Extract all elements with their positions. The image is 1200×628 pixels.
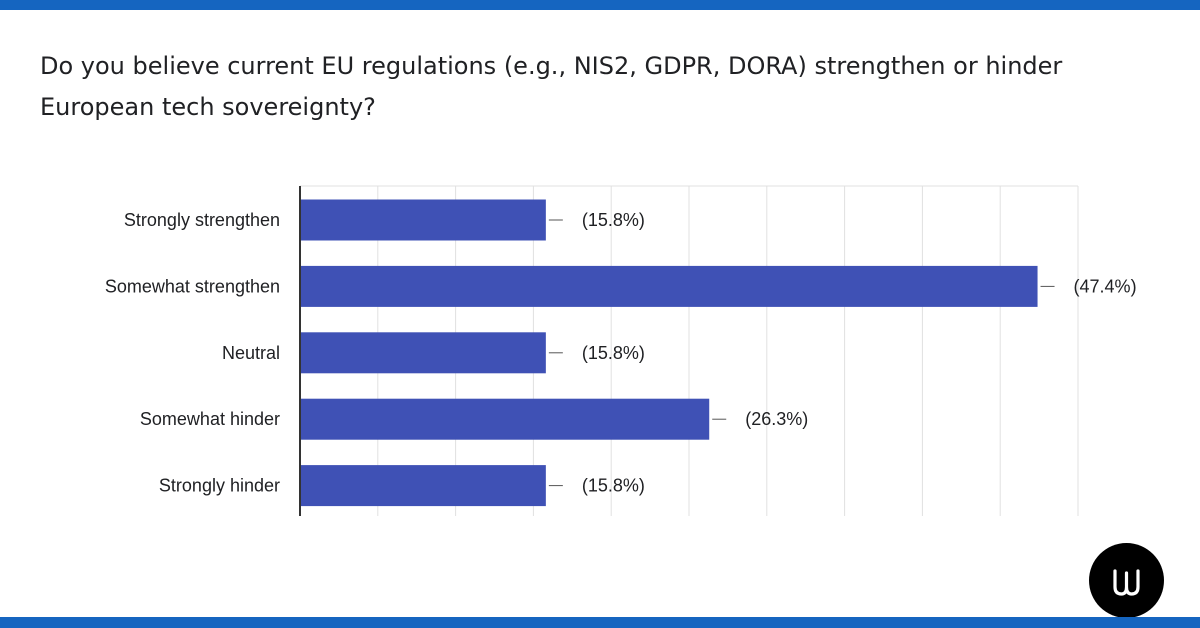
chart-data-labels: (15.8%) (47.4%) (15.8%) (26.3%) (15.8%) [582,210,1137,496]
bar-4 [300,465,546,507]
bar-0 [300,199,546,241]
data-label: (47.4%) [1074,276,1137,296]
chart-value-ticks [548,219,1055,487]
data-label: (15.8%) [582,476,645,496]
chart-bars [300,199,1038,507]
data-label: (26.3%) [745,409,808,429]
w-logo-glyph [1113,569,1140,596]
bar-2 [300,332,546,374]
data-label: (15.8%) [582,343,645,363]
bar-1 [300,265,1038,307]
category-label: Neutral [222,343,280,363]
data-label: (15.8%) [582,210,645,230]
w-logo-icon [1089,543,1164,618]
category-label: Somewhat strengthen [105,276,280,296]
bottom-accent-band [0,617,1200,628]
category-label: Somewhat hinder [140,409,280,429]
chart-gridlines [300,185,1079,516]
top-accent-band [0,0,1200,10]
category-label: Strongly hinder [159,476,280,496]
question-title: Do you believe current EU regulations (e… [40,52,1063,121]
category-label: Strongly strengthen [124,210,280,230]
bar-3 [300,398,710,440]
chart-category-labels: Strongly strengthen Somewhat strengthen Ne… [105,210,280,496]
